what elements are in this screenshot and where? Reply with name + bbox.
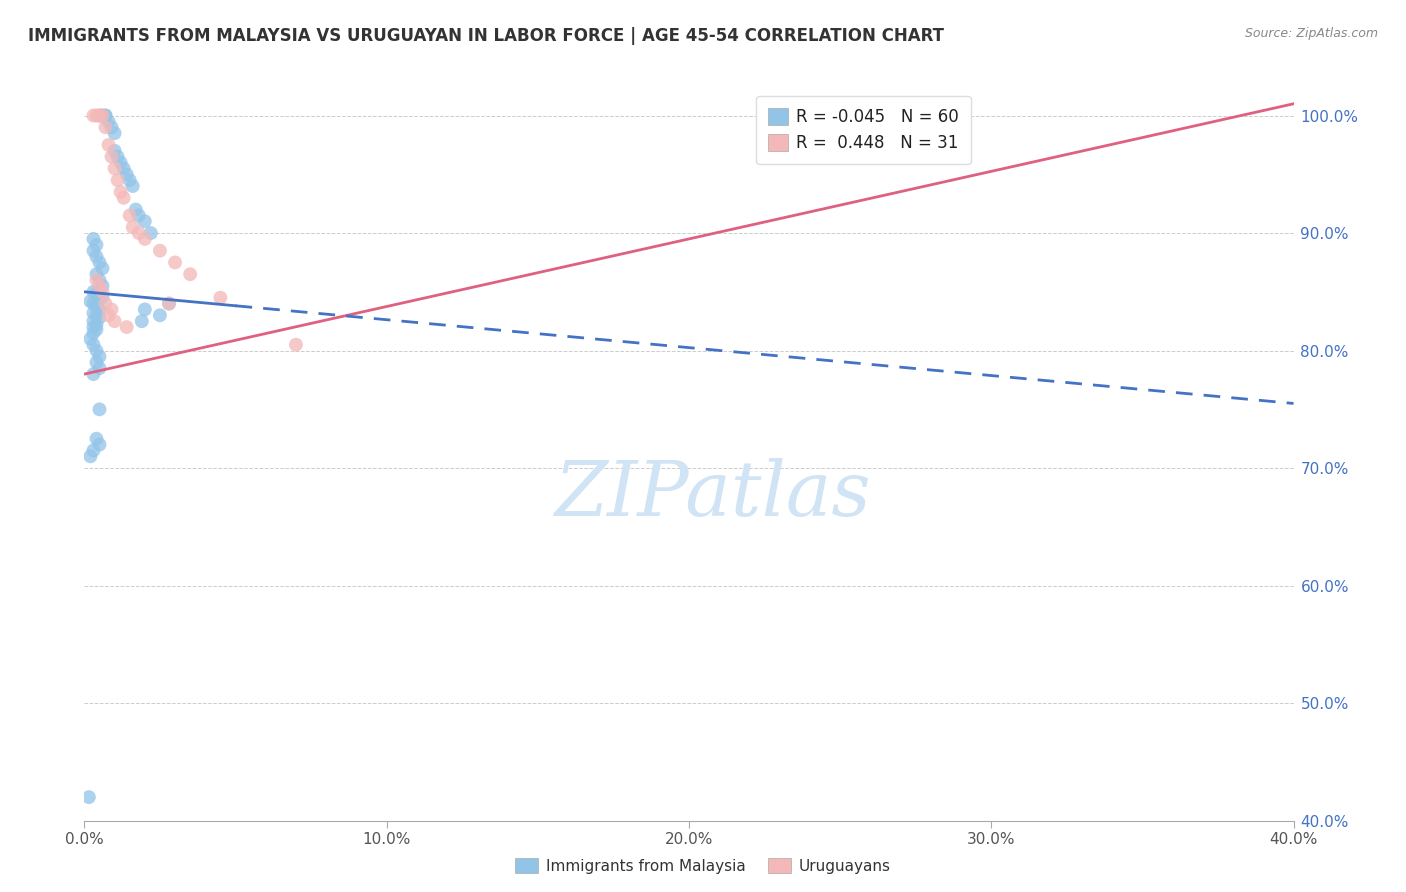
Point [149, 244, 172, 258]
Point [86, 322, 108, 336]
Point [157, 296, 180, 310]
Point [104, 314, 127, 328]
Point [118, 209, 141, 223]
Point [86, 109, 108, 123]
Point [89, 350, 111, 364]
Point [94, 109, 117, 123]
Point [149, 308, 172, 322]
Point [91, 109, 114, 123]
Point [115, 320, 138, 334]
Point [125, 202, 148, 217]
Point [91, 109, 114, 123]
Point [82, 296, 104, 310]
Point [82, 109, 104, 123]
Point [89, 279, 111, 293]
Point [128, 226, 150, 240]
Point [86, 432, 108, 446]
Point [91, 285, 114, 299]
Point [82, 232, 104, 246]
Point [94, 109, 117, 123]
Text: ZIPatlas: ZIPatlas [555, 458, 872, 532]
Point [79, 450, 101, 464]
Point [82, 443, 104, 458]
Point [285, 337, 308, 351]
Point [134, 232, 156, 246]
Point [86, 355, 108, 369]
Point [82, 306, 104, 320]
Point [86, 237, 108, 252]
Point [97, 137, 120, 152]
Point [86, 299, 108, 313]
Point [79, 294, 101, 309]
Point [134, 302, 156, 317]
Point [82, 285, 104, 299]
Point [86, 267, 108, 281]
Legend: Immigrants from Malaysia, Uruguayans: Immigrants from Malaysia, Uruguayans [509, 852, 897, 880]
Point [131, 314, 153, 328]
Point [104, 126, 127, 140]
Point [82, 367, 104, 381]
Point [97, 114, 120, 128]
Point [82, 314, 104, 328]
Point [134, 214, 156, 228]
Point [139, 226, 162, 240]
Point [94, 296, 117, 310]
Point [104, 161, 127, 176]
Point [100, 150, 122, 164]
Point [89, 255, 111, 269]
Point [112, 161, 135, 176]
Point [86, 273, 108, 287]
Point [91, 291, 114, 305]
Point [86, 250, 108, 264]
Point [82, 326, 104, 340]
Point [89, 273, 111, 287]
Point [89, 302, 111, 317]
Legend: R = -0.045   N = 60, R =  0.448   N = 31: R = -0.045 N = 60, R = 0.448 N = 31 [756, 96, 970, 164]
Point [89, 361, 111, 376]
Point [86, 287, 108, 301]
Point [82, 337, 104, 351]
Point [179, 267, 201, 281]
Point [157, 296, 180, 310]
Point [77, 790, 100, 805]
Point [89, 109, 111, 123]
Point [89, 310, 111, 325]
Point [115, 167, 138, 181]
Point [110, 155, 132, 169]
Point [121, 220, 143, 235]
Point [209, 291, 232, 305]
Point [107, 150, 129, 164]
Point [830, 109, 852, 123]
Point [91, 279, 114, 293]
Text: IMMIGRANTS FROM MALAYSIA VS URUGUAYAN IN LABOR FORCE | AGE 45-54 CORRELATION CHA: IMMIGRANTS FROM MALAYSIA VS URUGUAYAN IN… [28, 27, 943, 45]
Point [89, 109, 111, 123]
Point [82, 320, 104, 334]
Point [86, 308, 108, 322]
Point [165, 255, 187, 269]
Point [91, 261, 114, 276]
Point [128, 209, 150, 223]
Point [100, 302, 122, 317]
Point [86, 343, 108, 358]
Point [82, 244, 104, 258]
Point [104, 144, 127, 158]
Point [89, 437, 111, 451]
Text: Source: ZipAtlas.com: Source: ZipAtlas.com [1244, 27, 1378, 40]
Point [89, 291, 111, 305]
Point [89, 109, 111, 123]
Point [97, 308, 120, 322]
Point [107, 173, 129, 187]
Point [110, 185, 132, 199]
Point [121, 179, 143, 194]
Point [100, 120, 122, 135]
Point [86, 318, 108, 332]
Point [118, 173, 141, 187]
Point [79, 332, 101, 346]
Point [94, 120, 117, 135]
Point [112, 191, 135, 205]
Point [89, 402, 111, 417]
